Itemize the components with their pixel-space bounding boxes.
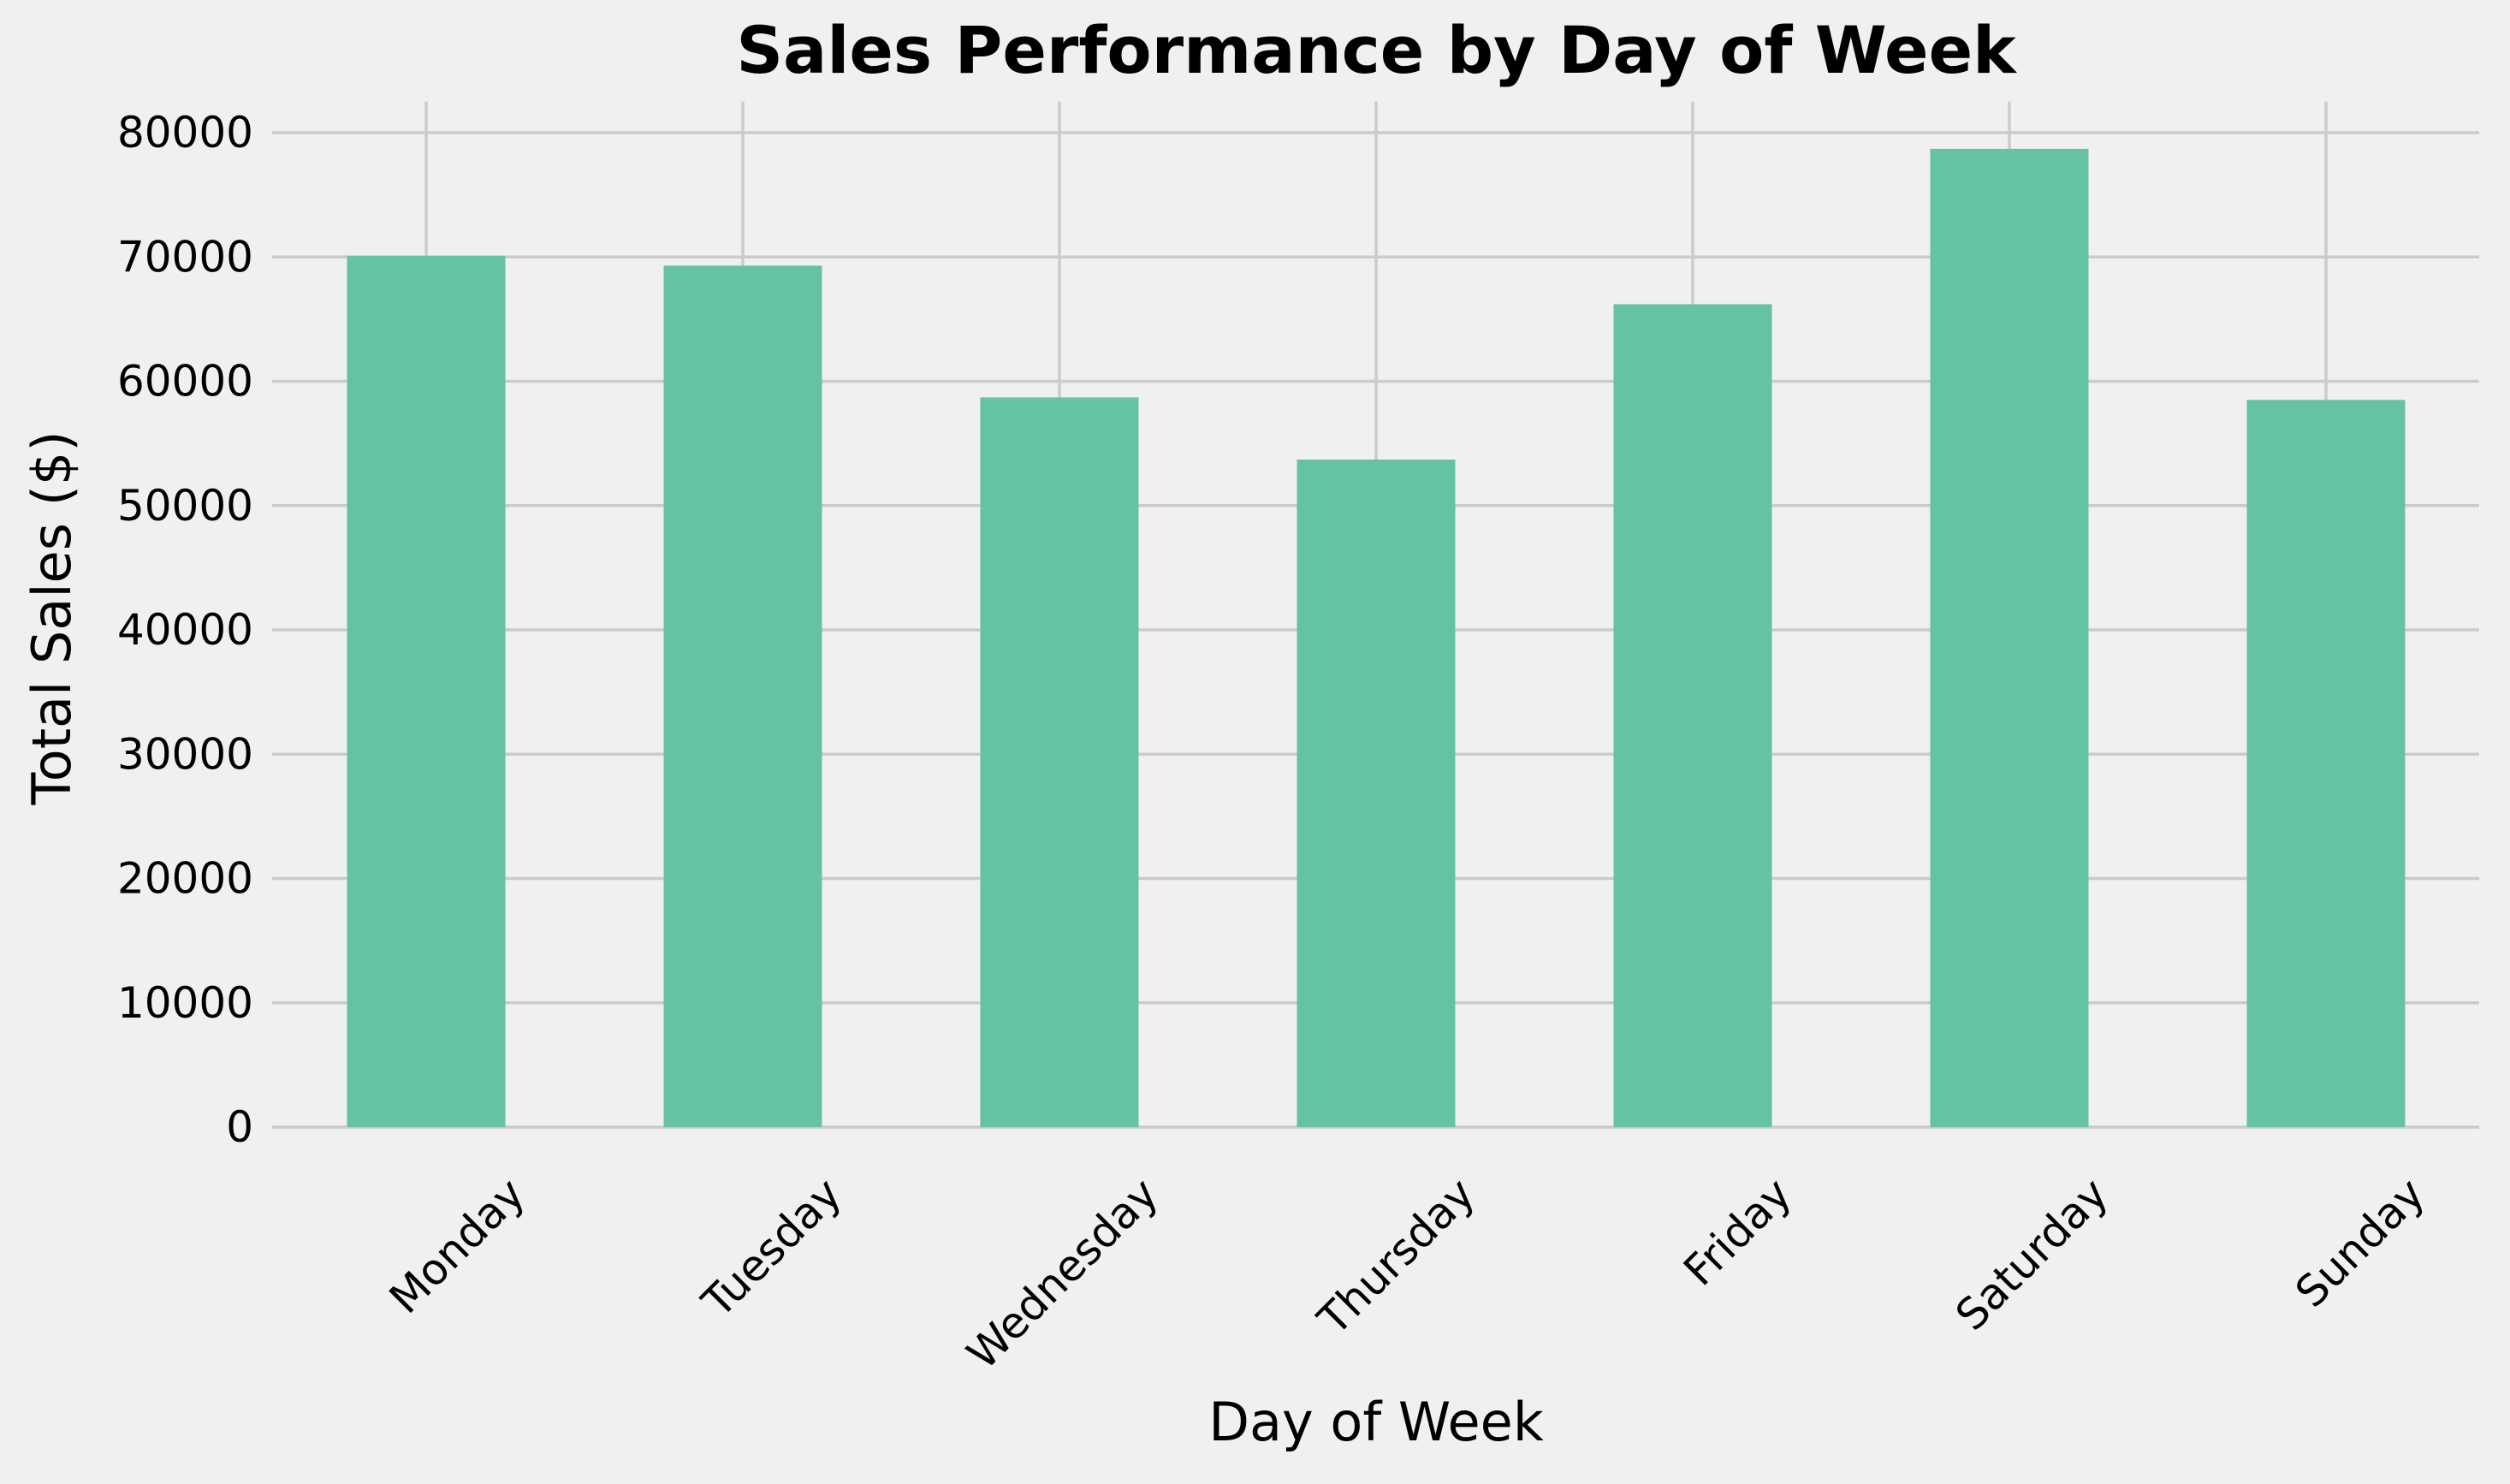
y-axis-title: Total Sales ($)	[21, 430, 83, 805]
chart-title: Sales Performance by Day of Week	[736, 12, 2017, 88]
bar-monday	[347, 255, 506, 1127]
bar-wednesday	[980, 397, 1139, 1127]
y-tick-label: 20000	[117, 854, 253, 904]
x-axis-title: Day of Week	[1208, 1391, 1544, 1453]
y-tick-label: 70000	[117, 232, 253, 282]
y-tick-label: 30000	[117, 729, 253, 779]
y-tick-label: 80000	[117, 108, 253, 157]
y-tick-label: 50000	[117, 481, 253, 531]
y-tick-label: 40000	[117, 605, 253, 655]
bar-sunday	[2246, 400, 2406, 1128]
y-tick-label: 10000	[117, 978, 253, 1028]
bar-saturday	[1930, 148, 2089, 1127]
y-tick-label: 60000	[117, 357, 253, 407]
bar-tuesday	[663, 265, 822, 1128]
y-axis-ticks: 0 10000 20000 30000 40000 50000 60000 70000 8000…	[117, 108, 253, 1152]
bar-thursday	[1297, 460, 1456, 1127]
y-tick-label: 0	[226, 1102, 253, 1152]
bars	[347, 148, 2406, 1128]
bar-friday	[1613, 304, 1772, 1127]
